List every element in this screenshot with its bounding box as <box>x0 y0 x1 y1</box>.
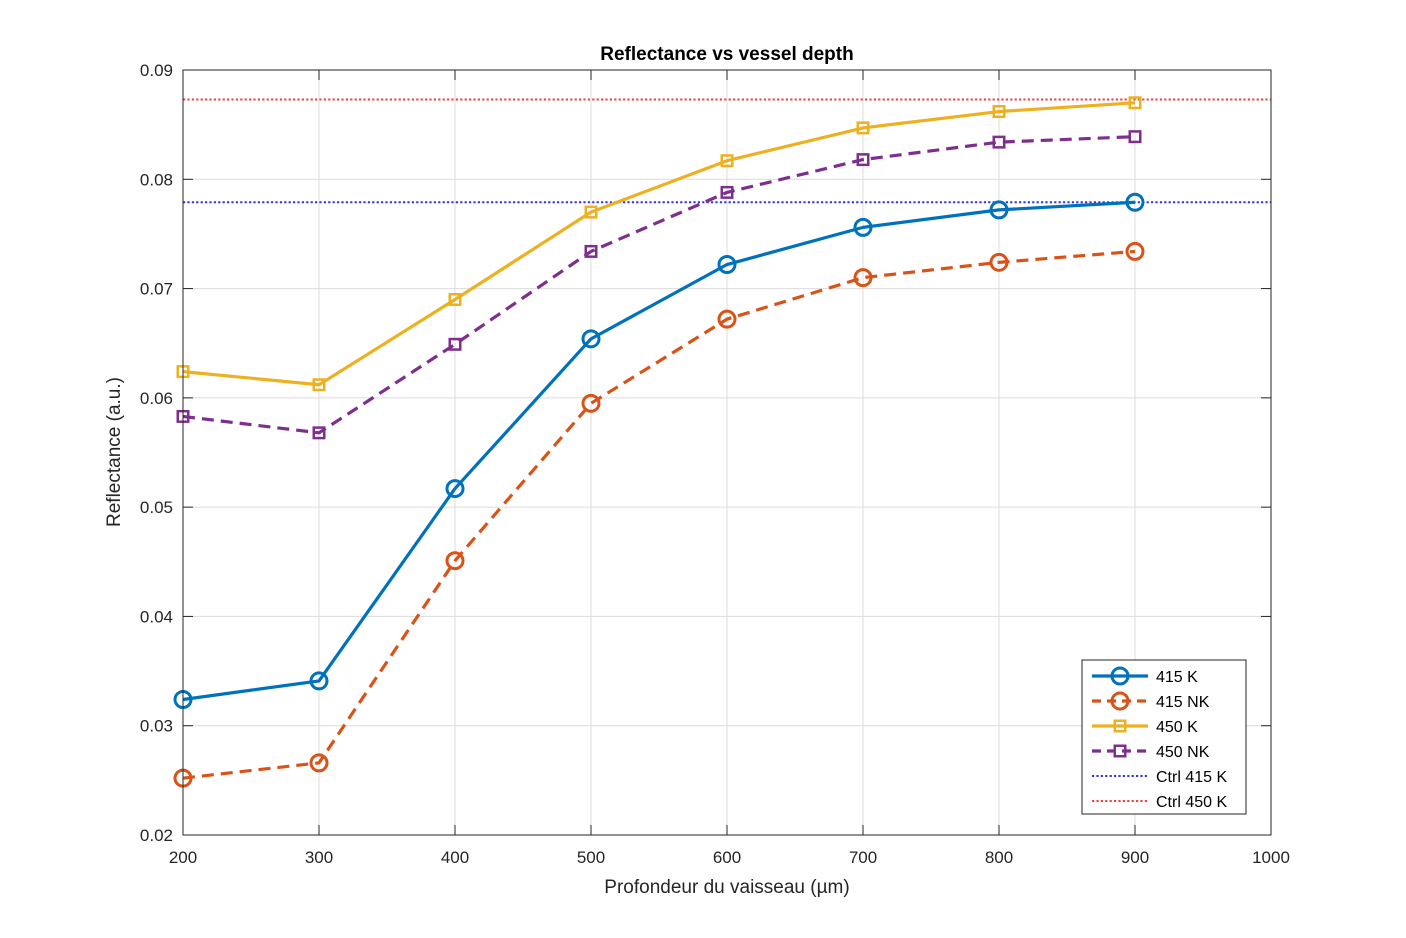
legend-marker <box>1110 691 1130 711</box>
data-point <box>989 200 1009 220</box>
data-point <box>720 185 734 199</box>
legend: 415 K 415 NK 450 K 450 NK Ctrl 415 K Ctrl 450… <box>1081 659 1247 815</box>
data-point <box>309 753 329 773</box>
series-415-k <box>173 192 1145 709</box>
data-point <box>992 105 1006 119</box>
data-point <box>853 217 873 237</box>
y-axis-label: Reflectance (a.u.) <box>104 377 125 527</box>
legend-item: 415 NK <box>1092 691 1210 711</box>
series-450-nk <box>176 130 1142 440</box>
data-point <box>448 337 462 351</box>
series-line <box>182 200 1136 702</box>
legend-items: 415 K 415 NK 450 K 450 NK Ctrl 415 K Ctrl 450… <box>1092 666 1227 811</box>
chart-title: Reflectance vs vessel depth <box>600 44 853 65</box>
y-tick-label: 0.09 <box>140 61 173 80</box>
data-point <box>717 255 737 275</box>
data-point <box>720 154 734 168</box>
x-tick-label: 1000 <box>1252 848 1290 867</box>
x-axis-label: Profondeur du vaisseau (µm) <box>604 877 849 898</box>
data-point <box>445 479 465 499</box>
legend-marker <box>1113 744 1127 758</box>
legend-label: 415 K <box>1156 669 1198 686</box>
data-point <box>1125 241 1145 261</box>
data-point <box>1128 130 1142 144</box>
series-450-k <box>176 96 1142 392</box>
legend-item: Ctrl 450 K <box>1092 794 1227 811</box>
legend-label: 450 K <box>1156 719 1198 736</box>
legend-item: 450 K <box>1092 719 1198 736</box>
data-point <box>584 205 598 219</box>
data-point <box>717 309 737 329</box>
x-tick-label: 200 <box>169 848 197 867</box>
data-point <box>581 393 601 413</box>
series-layer <box>173 96 1145 788</box>
y-tick-label: 0.08 <box>140 170 173 189</box>
legend-box <box>1081 659 1247 815</box>
y-tick-label: 0.06 <box>140 389 173 408</box>
legend-marker <box>1113 719 1127 733</box>
legend-label: Ctrl 450 K <box>1156 794 1227 811</box>
data-point <box>312 378 326 392</box>
data-point <box>581 329 601 349</box>
series-line <box>182 135 1136 435</box>
reference-lines <box>183 98 1271 204</box>
legend-marker <box>1110 666 1130 686</box>
x-tick-label: 800 <box>985 848 1013 867</box>
legend-label: Ctrl 415 K <box>1156 769 1227 786</box>
y-tick-label: 0.04 <box>140 607 173 626</box>
data-point <box>1125 192 1145 212</box>
y-tick-label: 0.02 <box>140 826 173 845</box>
y-tick-label: 0.07 <box>140 280 173 299</box>
data-point <box>853 268 873 288</box>
data-point <box>1128 96 1142 110</box>
x-tick-label: 500 <box>577 848 605 867</box>
x-tick-label: 400 <box>441 848 469 867</box>
x-tick-label: 300 <box>305 848 333 867</box>
data-point <box>445 551 465 571</box>
data-point <box>992 135 1006 149</box>
data-point <box>309 671 329 691</box>
series-line <box>182 249 1136 780</box>
data-point <box>856 121 870 135</box>
legend-label: 415 NK <box>1156 694 1210 711</box>
data-point <box>312 426 326 440</box>
y-tick-label: 0.05 <box>140 498 173 517</box>
legend-item: Ctrl 415 K <box>1092 769 1227 786</box>
legend-label: 450 NK <box>1156 744 1210 761</box>
series-line <box>182 101 1136 387</box>
x-tick-label: 700 <box>849 848 877 867</box>
y-tick-label: 0.03 <box>140 717 173 736</box>
data-point <box>989 252 1009 272</box>
data-point <box>856 153 870 167</box>
legend-item: 415 K <box>1092 666 1198 686</box>
data-point <box>448 293 462 306</box>
axis-ticks: 200 300 400 500 600 700 800 900 1000 0.02 0.03 0.04… <box>140 61 1290 867</box>
data-point <box>584 244 598 258</box>
x-tick-label: 600 <box>713 848 741 867</box>
x-tick-label: 900 <box>1121 848 1149 867</box>
legend-item: 450 NK <box>1092 744 1210 761</box>
